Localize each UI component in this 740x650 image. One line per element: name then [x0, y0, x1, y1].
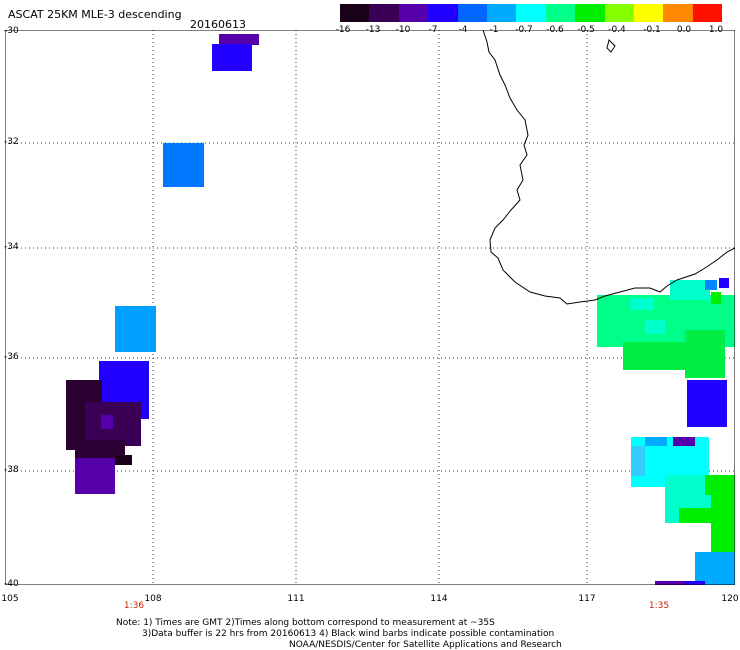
data-cell	[685, 330, 725, 378]
lon-label: 114	[430, 594, 448, 604]
data-cell	[645, 320, 665, 334]
colorbar	[340, 4, 723, 22]
lat-label: -32	[4, 137, 19, 147]
time-label: 1:36	[123, 601, 145, 611]
time-label: 1:35	[648, 601, 670, 611]
data-cell	[115, 455, 132, 465]
colorbar-segment	[369, 4, 399, 22]
lat-label: -36	[4, 352, 19, 362]
note-line-1: Note: 1) Times are GMT 2)Times along bot…	[116, 618, 495, 628]
colorbar-segment	[575, 4, 605, 22]
island	[606, 39, 616, 53]
lon-label: 120	[721, 594, 739, 604]
colorbar-segment	[545, 4, 576, 22]
lon-label: 117	[578, 594, 596, 604]
data-cell	[75, 458, 115, 494]
data-cell	[115, 306, 156, 352]
data-cell	[645, 437, 667, 446]
lon-label: 111	[287, 594, 305, 604]
data-cell	[673, 437, 695, 446]
lat-label: -30	[4, 26, 19, 36]
data-cell	[212, 44, 252, 71]
colorbar-segment	[633, 4, 664, 22]
lat-label: -40	[4, 579, 19, 589]
data-cell	[687, 380, 727, 427]
colorbar-segment	[340, 4, 370, 22]
data-cell	[631, 446, 645, 476]
data-cell	[695, 552, 735, 585]
data-cell	[719, 278, 729, 288]
map-plot	[5, 30, 735, 585]
map-date: 20160613	[190, 18, 246, 31]
coastline	[482, 30, 735, 305]
data-cell	[685, 581, 705, 585]
lon-label: 105	[1, 594, 19, 604]
colorbar-segment	[486, 4, 517, 22]
colorbar-segment	[692, 4, 723, 22]
data-cell	[630, 298, 654, 310]
data-cell	[655, 581, 685, 585]
colorbar-segment	[398, 4, 429, 22]
lat-label: -34	[4, 242, 19, 252]
note-line-2: 3)Data buffer is 22 hrs from 20160613 4)…	[142, 629, 555, 639]
graticule	[5, 30, 735, 585]
map-title: ASCAT 25KM MLE-3 descending	[8, 8, 182, 21]
wind-data-cells	[66, 34, 735, 585]
data-cell	[670, 280, 710, 300]
colorbar-segment	[516, 4, 546, 22]
lat-label: -38	[4, 465, 19, 475]
colorbar-segment	[604, 4, 634, 22]
data-cell	[163, 143, 204, 187]
data-cell	[711, 292, 721, 304]
lon-label: 108	[144, 594, 162, 604]
data-cell	[705, 280, 717, 290]
colorbar-segment	[428, 4, 458, 22]
colorbar-segment	[663, 4, 693, 22]
note-line-3: NOAA/NESDIS/Center for Satellite Applica…	[289, 640, 562, 650]
data-cell	[219, 34, 259, 45]
data-cell	[679, 508, 719, 523]
colorbar-segment	[457, 4, 487, 22]
data-cell	[101, 415, 113, 429]
